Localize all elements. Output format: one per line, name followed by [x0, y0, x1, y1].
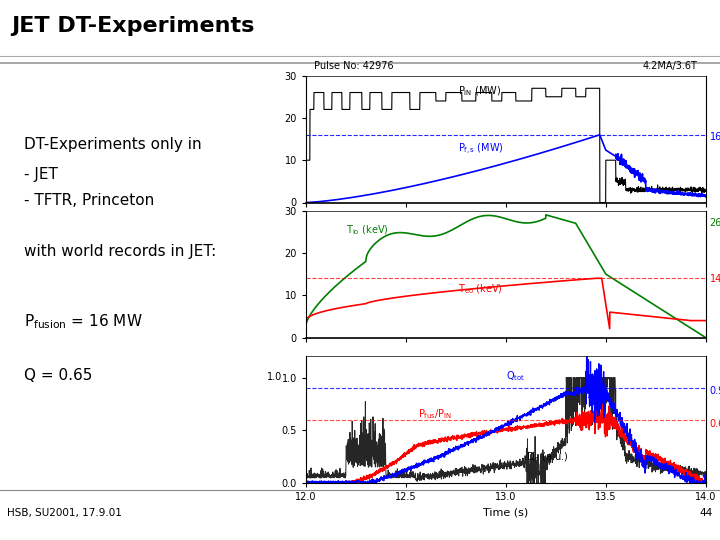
Text: 16MW: 16MW	[710, 132, 720, 141]
Text: P$_{\mathregular{fusion}}$ = 16 MW: P$_{\mathregular{fusion}}$ = 16 MW	[24, 312, 143, 331]
Text: 0.6: 0.6	[710, 418, 720, 429]
X-axis label: Time (s): Time (s)	[483, 508, 528, 518]
Text: - TFTR, Princeton: - TFTR, Princeton	[24, 193, 154, 208]
Text: Q$_{\mathrm{tot}}$: Q$_{\mathrm{tot}}$	[505, 369, 525, 383]
Text: HSB, SU2001, 17.9.01: HSB, SU2001, 17.9.01	[7, 508, 122, 518]
Text: D$_{\alpha}$ (a.u.): D$_{\alpha}$ (a.u.)	[526, 451, 568, 464]
Text: P$_{\mathrm{IN}}$ (MW): P$_{\mathrm{IN}}$ (MW)	[458, 85, 501, 98]
Text: DT-Experiments only in: DT-Experiments only in	[24, 137, 202, 152]
Text: with world records in JET:: with world records in JET:	[24, 244, 216, 259]
Text: ipp: ipp	[653, 18, 688, 37]
Text: Pulse No: 42976: Pulse No: 42976	[314, 60, 394, 71]
Text: T$_{\mathrm{io}}$ (keV): T$_{\mathrm{io}}$ (keV)	[346, 224, 389, 237]
Text: 1.0: 1.0	[267, 372, 282, 382]
Text: P$_{\mathrm{fus}}$/P$_{\mathrm{IN}}$: P$_{\mathrm{fus}}$/P$_{\mathrm{IN}}$	[418, 407, 452, 421]
Text: 0.9: 0.9	[710, 386, 720, 396]
Text: - JET: - JET	[24, 167, 58, 182]
Text: 44: 44	[700, 508, 713, 518]
Text: Q = 0.65: Q = 0.65	[24, 368, 92, 383]
Text: 26keV: 26keV	[710, 218, 720, 228]
Text: 4.2MA/3.6T: 4.2MA/3.6T	[643, 60, 698, 71]
Text: P$_{\mathrm{f,s}}$ (MW): P$_{\mathrm{f,s}}$ (MW)	[458, 141, 503, 157]
Text: T$_{\mathrm{eo}}$ (keV): T$_{\mathrm{eo}}$ (keV)	[458, 282, 503, 295]
Text: 14keV: 14keV	[710, 274, 720, 284]
Text: JET DT-Experiments: JET DT-Experiments	[11, 16, 254, 36]
